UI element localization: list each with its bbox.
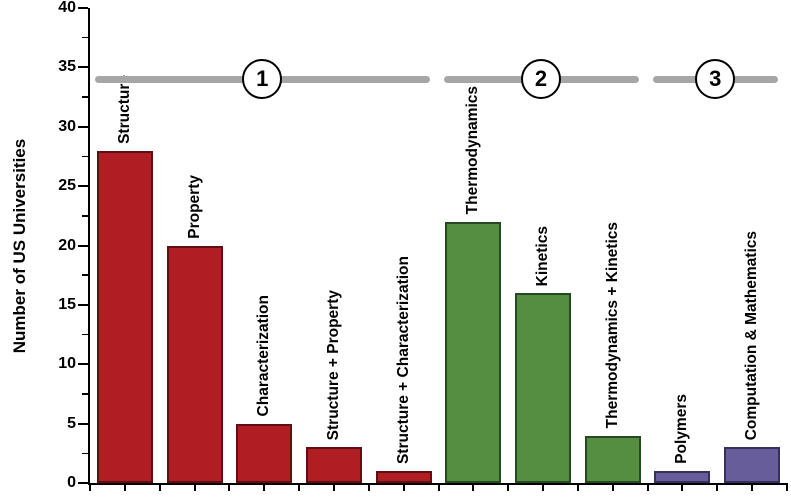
bar-label-structure: Structure (115, 74, 133, 144)
y-tick-major (78, 7, 88, 9)
bar-polymers (654, 471, 711, 483)
x-tick (542, 483, 545, 491)
x-tick (402, 483, 405, 491)
y-tick-label: 5 (67, 414, 76, 432)
x-tick (786, 483, 788, 491)
bar-label-kinetics: Kinetics (534, 225, 552, 286)
y-tick-minor (82, 36, 88, 39)
bar-property (166, 245, 223, 483)
bar-label-computation-mathematics: Computation & Mathematics (743, 231, 761, 441)
bar-label-thermodynamics: Thermodynamics (464, 86, 482, 215)
bar-computation-mathematics (724, 447, 781, 483)
bar-structure-property (305, 447, 362, 483)
y-tick-label: 35 (58, 58, 76, 76)
group-circle-1: 1 (242, 59, 283, 100)
x-tick (716, 483, 719, 491)
bar-characterization (236, 423, 293, 483)
y-tick-minor (82, 274, 88, 276)
x-tick (263, 483, 266, 491)
x-tick (89, 483, 91, 491)
y-tick-minor (82, 393, 88, 395)
bar-label-structure-property: Structure + Property (324, 290, 342, 441)
x-tick (472, 483, 475, 491)
y-tick-minor (82, 96, 88, 98)
y-tick-minor (82, 333, 88, 336)
y-tick-major (78, 66, 88, 69)
bar-thermodynamics-kinetics (584, 435, 641, 483)
bar-structure-characterization (375, 471, 432, 483)
bar-label-structure-characterization: Structure + Characterization (394, 256, 412, 465)
y-tick-label: 10 (58, 355, 76, 373)
x-tick (298, 483, 301, 491)
y-tick-label: 15 (58, 295, 76, 313)
y-tick-label: 25 (58, 177, 76, 195)
bar-label-thermodynamics-kinetics: Thermodynamics + Kinetics (603, 222, 621, 429)
x-tick (193, 483, 196, 491)
bar-thermodynamics (445, 221, 502, 483)
y-tick-major (78, 422, 88, 425)
bar-kinetics (515, 293, 572, 483)
x-tick (228, 483, 231, 491)
plot-area: 0 5 10 15 20 25 30 35 40 Structure Property Charact… (58, 0, 788, 491)
y-tick-label: 40 (58, 0, 76, 16)
y-axis-title: Number of US Universities (10, 138, 29, 354)
bar-label-characterization: Characterization (255, 295, 273, 417)
x-tick (751, 483, 754, 491)
y-tick-major (78, 363, 88, 366)
y-tick-major (78, 244, 88, 247)
x-tick (123, 483, 126, 491)
x-tick (611, 483, 614, 491)
y-tick-major (78, 185, 88, 188)
y-tick-label: 30 (58, 117, 76, 135)
y-tick-major (78, 125, 88, 128)
bar-label-property: Property (185, 174, 203, 239)
x-tick (681, 483, 684, 491)
y-tick-label: 0 (67, 474, 76, 491)
x-tick (437, 483, 440, 491)
x-tick (158, 483, 161, 491)
x-tick (507, 483, 510, 491)
x-tick (576, 483, 579, 491)
y-tick-major (78, 482, 88, 484)
bar-structure (96, 150, 153, 483)
y-tick-minor (82, 215, 88, 217)
x-tick (367, 483, 370, 491)
x-tick (646, 483, 649, 491)
bar-label-polymers: Polymers (673, 394, 691, 465)
x-tick (332, 483, 335, 491)
y-tick-major (78, 303, 88, 306)
y-tick-minor (82, 452, 88, 455)
y-tick-minor (82, 155, 88, 158)
group-circle-2: 2 (521, 59, 562, 100)
y-tick-label: 20 (58, 236, 76, 254)
group-circle-3: 3 (695, 59, 736, 100)
